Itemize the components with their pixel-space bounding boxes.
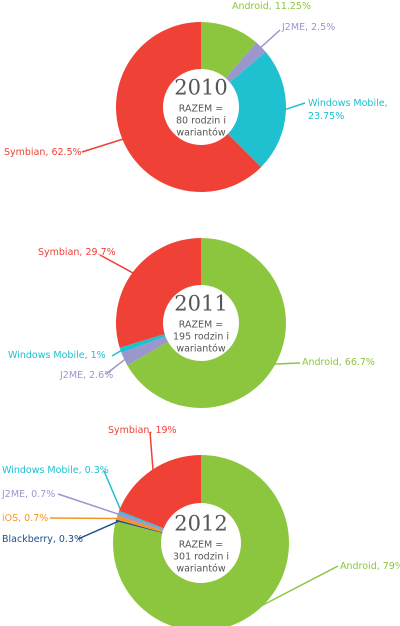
slice-label: Windows Mobile, 23.75% xyxy=(308,98,388,122)
slice xyxy=(115,519,163,534)
chart-title: 2011 xyxy=(174,292,227,316)
slice xyxy=(118,510,164,529)
leader-line xyxy=(81,137,126,153)
leader-line xyxy=(103,470,123,513)
center-text: wariantów xyxy=(176,564,226,575)
leader-line xyxy=(77,520,120,540)
slice-label: J2ME, 0.7% xyxy=(2,489,56,500)
leader-line xyxy=(105,357,128,375)
slice xyxy=(119,334,166,353)
slice-label: J2ME, 2.5% xyxy=(282,22,336,33)
slice xyxy=(117,512,164,531)
slice xyxy=(121,336,169,366)
slice-label: Symbian, 62.5% xyxy=(4,147,82,158)
slice xyxy=(227,51,286,168)
slice-label: iOS, 0.7% xyxy=(2,513,49,524)
center-text: wariantów xyxy=(176,128,226,139)
chart-title: 2010 xyxy=(174,76,227,100)
leader-line xyxy=(99,254,136,275)
center-text: RAZEM = xyxy=(179,104,223,115)
slice xyxy=(119,455,201,529)
slice xyxy=(115,238,201,348)
slice xyxy=(115,22,262,193)
slice-label: Android, 66.7% xyxy=(302,357,375,368)
slice-label: Blackberry, 0.3% xyxy=(2,534,84,545)
slice-label: Windows Mobile, 0.3% xyxy=(2,465,109,476)
leader-line xyxy=(49,517,120,520)
leader-line xyxy=(111,348,124,357)
slice-label: J2ME, 2.6% xyxy=(60,370,114,381)
chart-title: 2012 xyxy=(174,512,227,536)
center-text: RAZEM = xyxy=(179,320,223,331)
slice-label: Windows Mobile, 1% xyxy=(8,350,106,361)
leader-line xyxy=(57,493,121,516)
leader-line xyxy=(258,29,281,50)
slice xyxy=(113,455,289,626)
center-text: 195 rodzin i xyxy=(173,332,229,343)
slice xyxy=(127,238,286,408)
leader-line xyxy=(252,565,339,611)
leader-line xyxy=(271,362,301,365)
slice xyxy=(225,42,266,83)
leader-line xyxy=(149,431,154,473)
leader-line xyxy=(282,102,306,111)
slice-label: Symbian, 29.7% xyxy=(38,247,116,258)
center-text: RAZEM = xyxy=(179,540,223,551)
slice-label: Symbian, 19% xyxy=(108,425,177,436)
slice-label: Android, 11.25% xyxy=(232,1,311,12)
center-text: wariantów xyxy=(176,344,226,355)
slice xyxy=(116,515,163,533)
slice-label: Android, 79% xyxy=(340,561,400,572)
slice xyxy=(201,22,257,79)
center-text: 301 rodzin i xyxy=(173,552,229,563)
center-text: 80 rodzin i xyxy=(176,116,226,127)
